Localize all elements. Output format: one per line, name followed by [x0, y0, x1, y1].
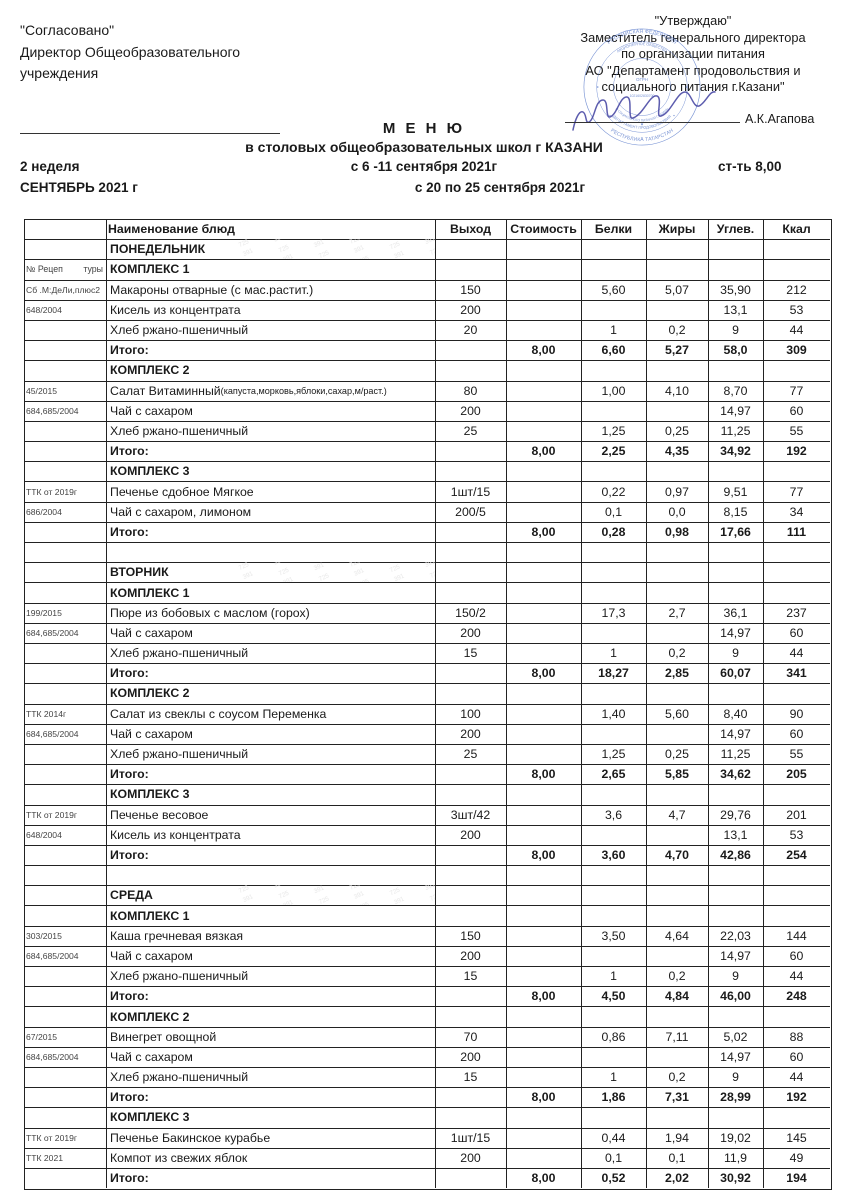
svg-text:АКЦИОНЕРНОЕ ОБЩЕСТВО: АКЦИОНЕРНОЕ ОБЩЕСТВО: [616, 42, 668, 54]
